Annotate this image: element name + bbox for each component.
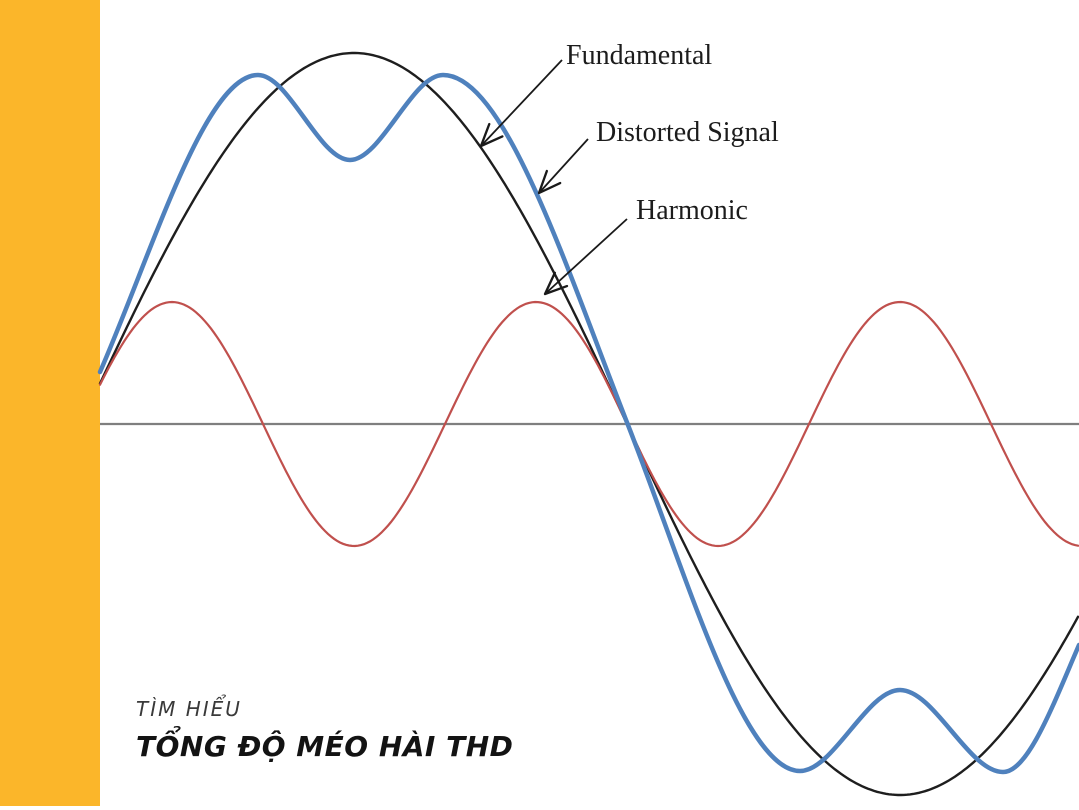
harmonic-curve [98, 300, 1079, 548]
distorted-signal-arrow [537, 138, 589, 195]
fundamental-label: Fundamental [566, 40, 713, 71]
distorted-signal-curve [97, 72, 1079, 775]
fundamental-arrow [479, 59, 563, 148]
caption-eyebrow: TÌM HIỂU [136, 697, 242, 721]
harmonic-arrow [543, 218, 628, 296]
distorted-signal-label: Distorted Signal [596, 117, 779, 148]
caption-title: TỔNG ĐỘ MÉO HÀI THD [136, 730, 514, 763]
caption: TÌM HIỂU TỔNG ĐỘ MÉO HÀI THD [136, 697, 513, 763]
harmonic-label: Harmonic [636, 195, 748, 226]
accent-bar [0, 0, 100, 806]
fundamental-curve [98, 51, 1079, 797]
